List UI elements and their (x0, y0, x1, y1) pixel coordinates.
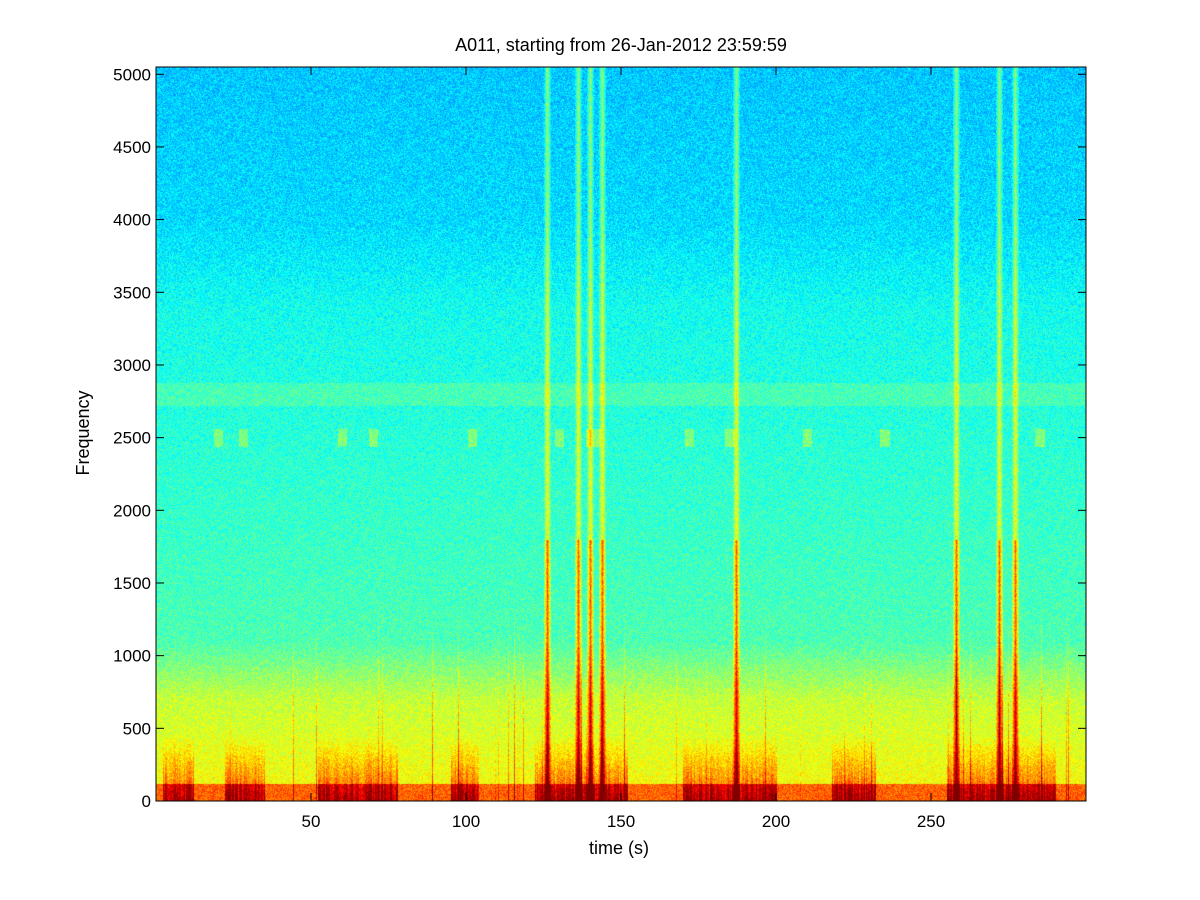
y-tick-label: 0 (142, 792, 151, 811)
y-axis-label: Frequency (73, 390, 93, 475)
x-tick-label: 100 (452, 812, 480, 831)
y-tick-label: 1500 (113, 574, 151, 593)
x-tick-label: 250 (917, 812, 945, 831)
x-axis-label: time (s) (589, 838, 649, 858)
y-tick-label: 4500 (113, 138, 151, 157)
y-tick-label: 3500 (113, 283, 151, 302)
x-tick-label: 50 (302, 812, 321, 831)
x-tick-label: 150 (607, 812, 635, 831)
x-tick-label: 200 (762, 812, 790, 831)
y-tick-label: 4000 (113, 211, 151, 230)
spectrogram-image (156, 67, 1086, 801)
y-tick-label: 500 (123, 719, 151, 738)
y-tick-label: 2000 (113, 501, 151, 520)
y-tick-label: 3000 (113, 356, 151, 375)
y-tick-label: 2500 (113, 429, 151, 448)
y-tick-label: 5000 (113, 65, 151, 84)
y-tick-label: 1000 (113, 647, 151, 666)
chart-title: A011, starting from 26-Jan-2012 23:59:59 (455, 35, 787, 55)
